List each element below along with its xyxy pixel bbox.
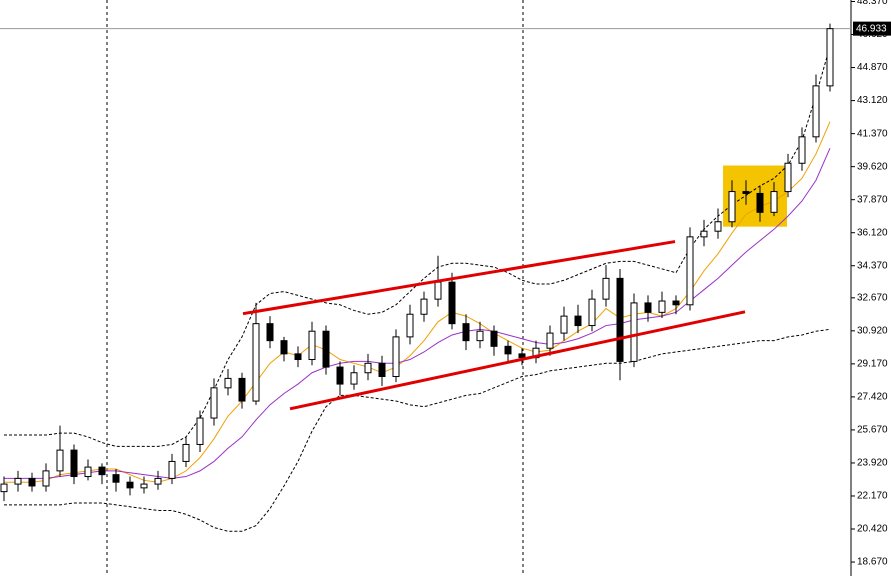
candle-body <box>378 362 386 378</box>
candle-body <box>784 162 792 193</box>
candle-body <box>518 353 526 359</box>
candle-body <box>602 277 610 300</box>
candle-body <box>112 474 120 483</box>
candle-body <box>210 387 218 419</box>
last-price-label: 46.933 <box>856 23 887 34</box>
candle-body <box>14 477 22 485</box>
candle-body <box>294 353 302 361</box>
y-tick-label: 25.670 <box>857 425 888 436</box>
y-tick-label: 37.870 <box>857 194 888 205</box>
candle-body <box>756 192 764 213</box>
candle-body <box>826 28 834 87</box>
y-tick-label: 34.370 <box>857 260 888 271</box>
candle-body <box>686 236 694 306</box>
candle-body <box>28 477 36 487</box>
candle-body <box>462 323 470 342</box>
candle-body <box>308 330 316 361</box>
y-tick-label: 36.120 <box>857 227 888 238</box>
y-tick-label: 22.170 <box>857 491 888 502</box>
candle-body <box>168 460 176 479</box>
y-tick-label: 41.370 <box>857 128 888 139</box>
candle-body <box>224 377 232 389</box>
candle-body <box>434 281 442 300</box>
y-tick-label: 27.420 <box>857 392 888 403</box>
y-tick-label: 44.870 <box>857 62 888 73</box>
y-tick-label: 39.620 <box>857 161 888 172</box>
candle-body <box>574 315 582 327</box>
candle-body <box>322 330 330 368</box>
candle-body <box>182 443 190 462</box>
candle-body <box>140 483 148 489</box>
candle-body <box>714 221 722 232</box>
last-price-box <box>853 21 891 36</box>
candle-body <box>238 377 246 402</box>
candle-body <box>56 449 64 472</box>
candle-body <box>84 466 92 478</box>
candle-body <box>770 191 778 213</box>
candle-body <box>266 323 274 342</box>
candle-body <box>406 313 414 338</box>
y-tick-label: 30.920 <box>857 325 888 336</box>
candle-body <box>280 340 288 355</box>
candle-body <box>154 477 162 485</box>
candle-body <box>336 366 344 385</box>
candle-body <box>504 345 512 355</box>
candle-body <box>350 372 358 385</box>
candle-body <box>616 277 624 362</box>
candle-body <box>364 362 372 374</box>
y-tick-label: 18.670 <box>857 557 888 568</box>
candle-body <box>588 298 596 327</box>
candle-body <box>658 300 666 313</box>
candle-body <box>392 336 400 378</box>
trendline <box>242 240 676 316</box>
candle-body <box>798 136 806 164</box>
candle-body <box>490 330 498 347</box>
y-tick-label: 43.120 <box>857 95 888 106</box>
candle-body <box>476 330 484 342</box>
candle-body <box>728 191 736 223</box>
y-tick-label: 20.420 <box>857 524 888 535</box>
candle-body <box>560 315 568 334</box>
candle-body <box>546 332 554 349</box>
candle-body <box>42 470 50 487</box>
candle-body <box>700 230 708 238</box>
candle-body <box>196 417 204 445</box>
trendline <box>289 310 746 411</box>
candle-body <box>812 85 820 138</box>
y-tick-label: 32.670 <box>857 292 888 303</box>
candle-body <box>630 302 638 362</box>
candle-body <box>70 449 78 478</box>
indicator-line <box>4 328 831 532</box>
candle-body <box>126 481 134 489</box>
candle-body <box>0 483 8 493</box>
candle-body <box>420 298 428 315</box>
candle-body <box>644 302 652 313</box>
candle-body <box>672 300 680 306</box>
candle-body <box>448 281 456 325</box>
candle-body <box>252 323 260 402</box>
y-tick-label: 23.920 <box>857 458 888 469</box>
candle-body <box>742 191 750 194</box>
candle-body <box>98 466 106 476</box>
y-tick-label: 48.370 <box>857 0 888 7</box>
y-tick-label: 29.170 <box>857 359 888 370</box>
